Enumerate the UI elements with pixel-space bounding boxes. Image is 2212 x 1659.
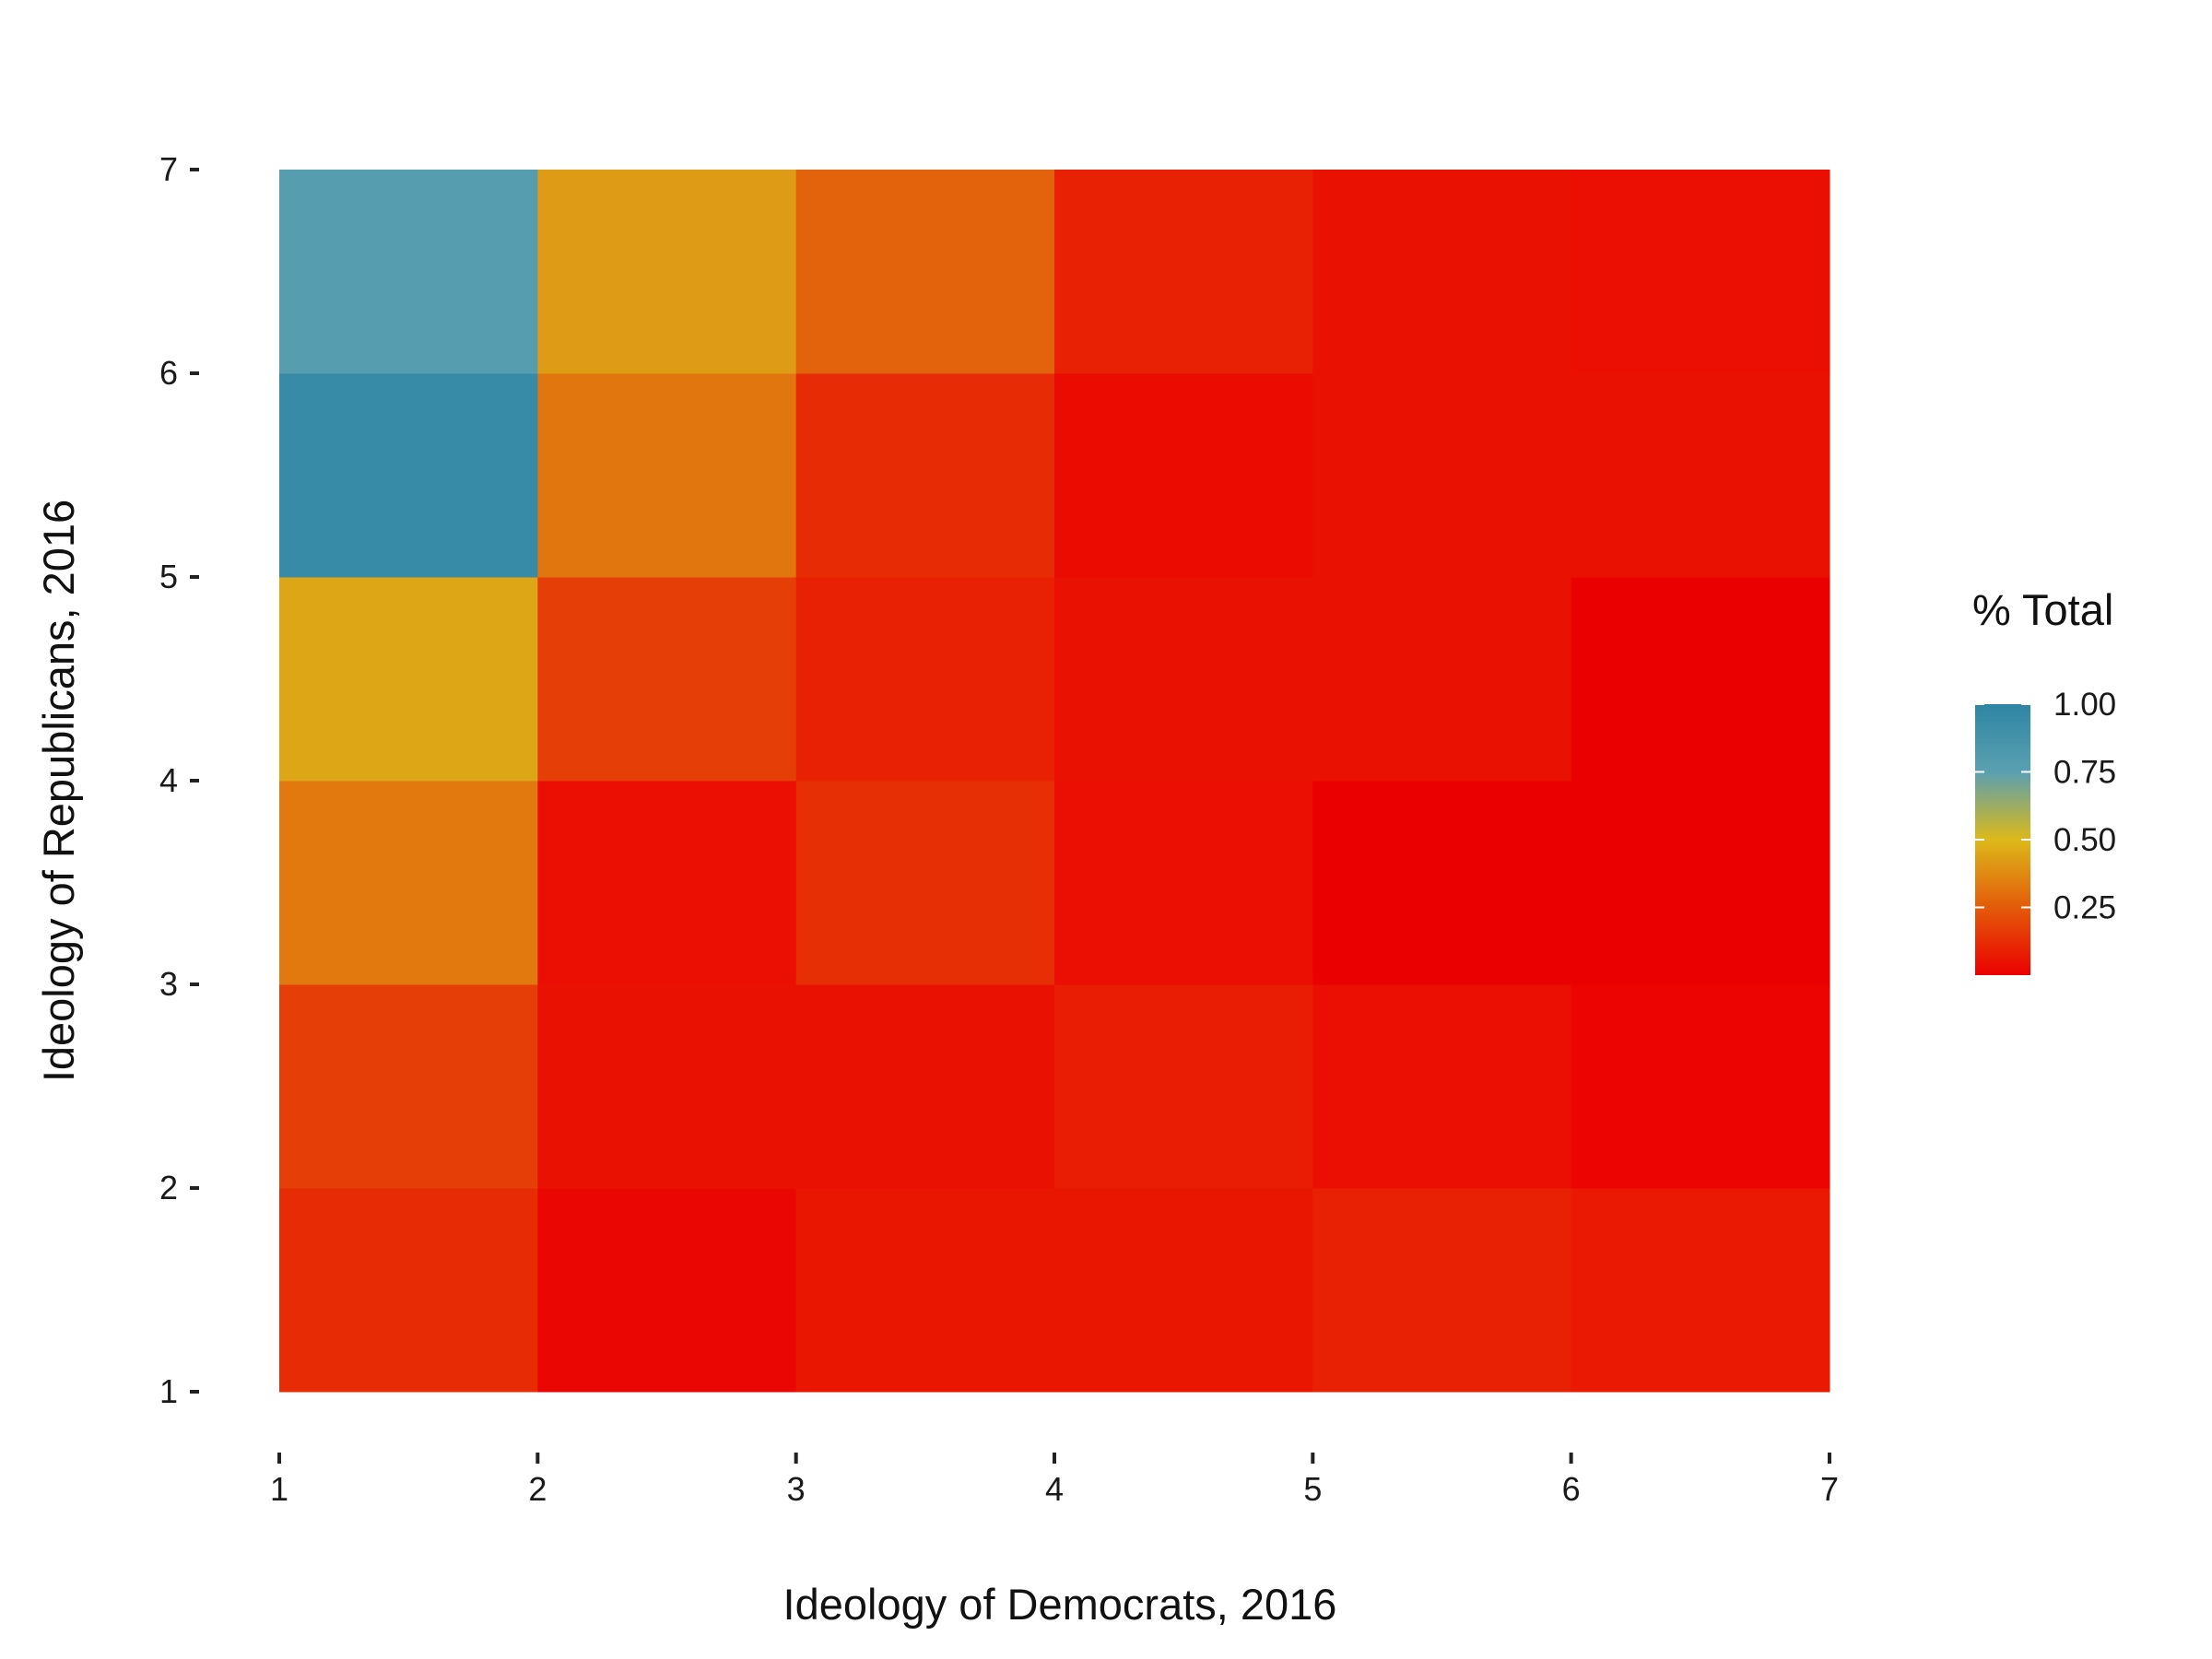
- heatmap-cell: [1312, 1188, 1572, 1393]
- heatmap-cell: [795, 984, 1055, 1189]
- heatmap-cell: [279, 781, 538, 985]
- x-tick-label: 1: [270, 1470, 288, 1508]
- heatmap-cell: [1571, 577, 1830, 782]
- heatmap-cell: [795, 577, 1055, 782]
- x-tick-label: 4: [1045, 1470, 1064, 1508]
- heatmap-cell: [1054, 1188, 1313, 1393]
- heatmap-cell: [1571, 170, 1830, 374]
- heatmap-cell: [1054, 577, 1313, 782]
- heatmap-cell: [795, 781, 1055, 985]
- x-axis-title: Ideology of Democrats, 2016: [783, 1580, 1337, 1629]
- heatmap-cell: [1312, 781, 1572, 985]
- legend-title: % Total: [1972, 585, 2113, 634]
- heatmap-cell: [1312, 170, 1572, 374]
- heatmap-cell: [1312, 984, 1572, 1189]
- y-tick-label: 7: [159, 150, 178, 188]
- heatmap-cell: [279, 373, 538, 578]
- x-tick-label: 7: [1820, 1470, 1839, 1508]
- heatmap-cells: [279, 170, 1830, 1393]
- heatmap-cell: [1571, 373, 1830, 578]
- legend-tick-label: 0.50: [2053, 822, 2116, 858]
- heatmap-cell: [537, 170, 797, 374]
- heatmap-cell: [537, 1188, 797, 1393]
- heatmap-cell: [279, 984, 538, 1189]
- heatmap-cell: [1571, 781, 1830, 985]
- x-tick-label: 2: [528, 1470, 547, 1508]
- heatmap-cell: [1312, 577, 1572, 782]
- heatmap-cell: [537, 781, 797, 985]
- y-tick-label: 6: [159, 354, 178, 392]
- y-tick-label: 3: [159, 965, 178, 1003]
- heatmap-cell: [1571, 1188, 1830, 1393]
- heatmap-cell: [1571, 984, 1830, 1189]
- color-legend: % Total 1.00 0.75 0.50 0.25: [1972, 585, 2116, 975]
- x-axis: 1 2 3 4 5 6 7: [270, 1453, 1839, 1508]
- y-axis-title: Ideology of Republicans, 2016: [34, 500, 83, 1082]
- heatmap-cell: [537, 984, 797, 1189]
- legend-ticks: 1.00 0.75 0.50 0.25: [1975, 687, 2116, 926]
- y-tick-label: 4: [159, 761, 178, 799]
- heatmap-cell: [1054, 984, 1313, 1189]
- heatmap-cell: [1054, 373, 1313, 578]
- legend-tick-label: 0.75: [2053, 755, 2116, 791]
- heatmap-cell: [279, 1188, 538, 1393]
- x-tick-label: 5: [1303, 1470, 1322, 1508]
- heatmap-cell: [795, 373, 1055, 578]
- heatmap-cell: [537, 577, 797, 782]
- y-tick-label: 5: [159, 558, 178, 595]
- legend-tick-label: 0.25: [2053, 890, 2116, 926]
- heatmap-cell: [1312, 373, 1572, 578]
- heatmap-cell: [1054, 170, 1313, 374]
- heatmap-cell: [279, 170, 538, 374]
- y-axis: 1 2 3 4 5 6 7: [159, 150, 199, 1410]
- legend-tick-label: 1.00: [2053, 687, 2116, 723]
- y-tick-label: 1: [159, 1372, 178, 1410]
- heatmap-cell: [795, 170, 1055, 374]
- heatmap-cell: [1054, 781, 1313, 985]
- heatmap-cell: [279, 577, 538, 782]
- x-tick-label: 3: [787, 1470, 806, 1508]
- heatmap-cell: [795, 1188, 1055, 1393]
- heatmap-cell: [537, 373, 797, 578]
- x-tick-label: 6: [1562, 1470, 1581, 1508]
- y-tick-label: 2: [159, 1169, 178, 1206]
